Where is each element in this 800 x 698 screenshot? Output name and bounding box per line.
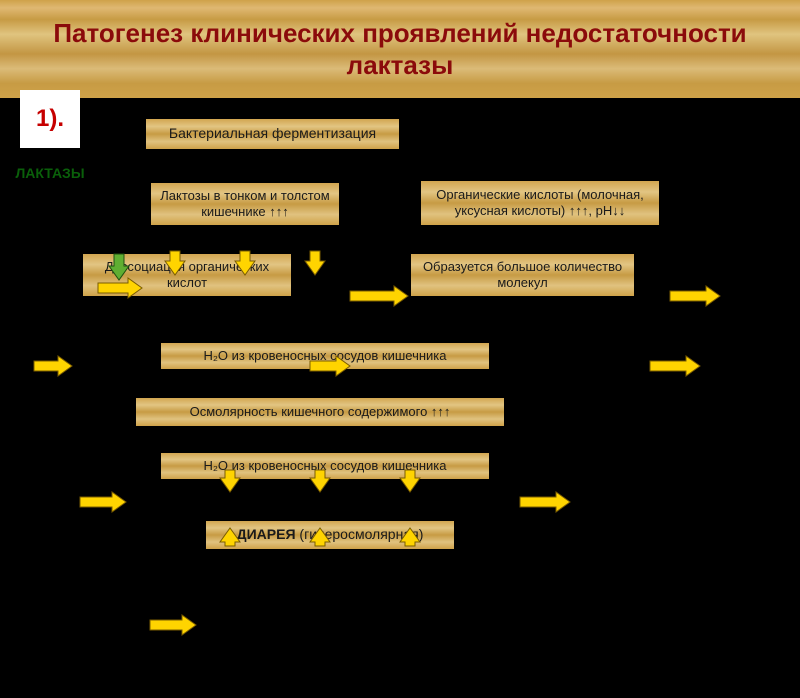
page-title: Патогенез клинических проявлений недоста… bbox=[0, 17, 800, 82]
arrows-layer bbox=[0, 98, 800, 698]
title-band: Патогенез клинических проявлений недоста… bbox=[0, 0, 800, 98]
